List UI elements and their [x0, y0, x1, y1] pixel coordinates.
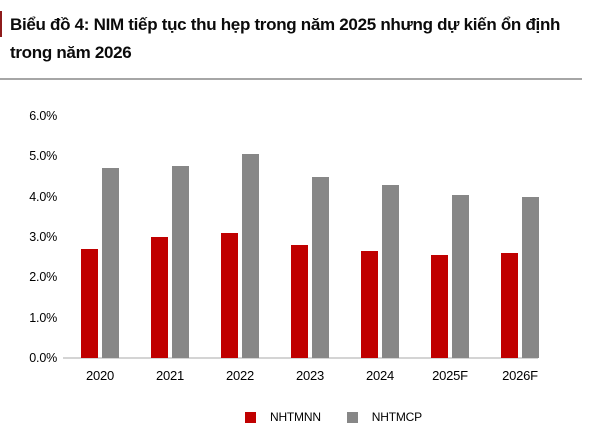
y-tick-label: 3.0% [29, 230, 57, 244]
bar-nhtmnn-2020 [81, 249, 98, 358]
y-tick-label: 5.0% [29, 149, 57, 164]
x-tick-label: 2020 [85, 368, 115, 383]
y-tick-label: 6.0% [29, 109, 57, 123]
x-tick-label: 2025F [432, 368, 468, 383]
bar-nhtmcp-2022 [242, 154, 259, 358]
y-tick-label: 0.0% [29, 351, 57, 365]
legend-label: NHTMCP [371, 410, 422, 424]
bar-nhtmnn-2023 [291, 245, 308, 358]
bar-nhtmnn-2024 [361, 251, 378, 358]
left-edge-accent [0, 11, 2, 37]
x-tick-label: 2022 [225, 368, 255, 383]
bar-nhtmnn-2022 [221, 232, 238, 358]
legend-item-nhtmnn: NHTMNN [245, 410, 321, 424]
bar-nhtmcp-2025f [452, 194, 469, 358]
plot-area: 2020 2021 2022 2023 2024 2025F 2026F [63, 100, 539, 400]
x-tick-label: 2021 [155, 368, 185, 383]
chart-title: Biểu đồ 4: NIM tiếp tục thu hẹp trong nă… [10, 15, 561, 62]
legend-swatch-icon [346, 411, 358, 423]
bar-nhtmnn-2026f [501, 253, 518, 358]
x-tick-label: 2024 [365, 368, 395, 383]
bar-chart: 0.0% 1.0% 2.0% 3.0% 4.0% 5.0% 6.0% 2020 2021 202… [0, 100, 602, 437]
y-tick-label: 2.0% [29, 270, 57, 285]
y-tick-label: 1.0% [29, 310, 57, 325]
bar-nhtmnn-2021 [151, 237, 168, 358]
bar-nhtmcp-2026f [522, 196, 539, 358]
bar-nhtmnn-2025f [431, 255, 448, 358]
legend-item-nhtmcp: NHTMCP [346, 410, 422, 424]
legend: NHTMNN NHTMCP [245, 410, 422, 424]
bar-nhtmcp-2020 [102, 168, 119, 358]
x-tick-label: 2023 [295, 368, 325, 383]
legend-label: NHTMNN [270, 410, 321, 424]
y-tick-label: 4.0% [29, 189, 57, 204]
legend-swatch-icon [245, 411, 256, 423]
bar-nhtmcp-2021 [172, 166, 189, 358]
bar-nhtmcp-2023 [312, 176, 329, 358]
title-separator [0, 78, 582, 80]
bar-nhtmcp-2024 [382, 184, 399, 358]
x-tick-label: 2026F [502, 368, 538, 383]
